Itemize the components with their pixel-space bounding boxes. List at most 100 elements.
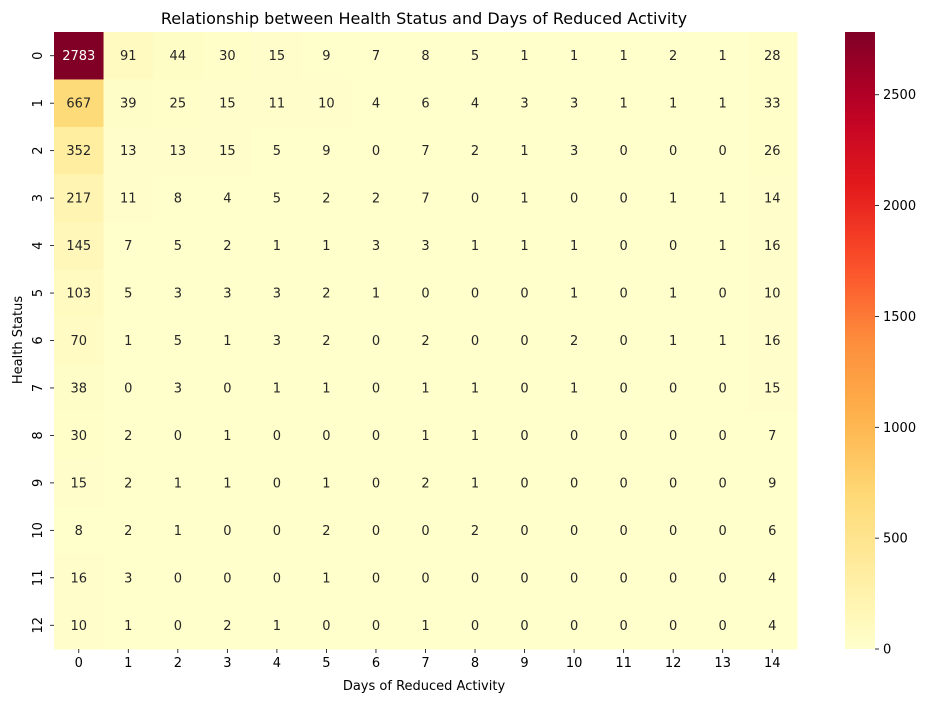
y-tick-label: 12: [31, 617, 46, 634]
cell-value-label: 1: [520, 49, 528, 64]
cell-value-label: 14: [764, 192, 781, 207]
y-tick-label: 1: [31, 99, 46, 107]
cell-value-label: 0: [570, 524, 578, 539]
cell-value-label: 0: [669, 381, 677, 396]
cell-value-label: 2783: [62, 49, 95, 64]
heatmap-cell: [252, 174, 303, 223]
cell-value-label: 7: [768, 429, 776, 444]
cell-value-label: 28: [764, 49, 781, 64]
heatmap-cell: [450, 79, 501, 128]
cell-value-label: 1: [520, 144, 528, 159]
heatmap-cell: [747, 32, 798, 80]
cell-value-label: 0: [619, 619, 627, 634]
heatmap-cell: [598, 459, 649, 508]
heatmap-cell: [499, 601, 550, 650]
heatmap-cell: [202, 316, 253, 365]
heatmap-cell: [747, 126, 798, 175]
heatmap-cell: [747, 221, 798, 270]
y-tick-label: 5: [31, 289, 46, 297]
cell-value-label: 0: [372, 619, 380, 634]
heatmap-cell: [153, 316, 204, 365]
cell-value-label: 0: [520, 571, 528, 586]
cell-value-label: 0: [520, 476, 528, 491]
cell-value-label: 1: [619, 49, 627, 64]
cell-value-label: 0: [570, 571, 578, 586]
x-tick-label: 4: [273, 656, 281, 671]
heatmap-cell: [54, 269, 105, 318]
cell-value-label: 3: [273, 287, 281, 302]
heatmap-cell: [400, 459, 451, 508]
cell-value-label: 70: [70, 334, 87, 349]
heatmap-cell: [153, 506, 204, 555]
cell-value-label: 38: [70, 381, 87, 396]
cell-value-label: 15: [219, 97, 236, 112]
cell-value-label: 0: [719, 476, 727, 491]
cell-value-label: 0: [669, 144, 677, 159]
heatmap-cell: [400, 554, 451, 603]
heatmap-cell: [697, 79, 748, 128]
cell-value-label: 0: [619, 524, 627, 539]
heatmap-cell: [153, 269, 204, 318]
cell-value-label: 3: [124, 571, 132, 586]
heatmap-cell: [400, 316, 451, 365]
x-tick-label: 5: [322, 656, 330, 671]
cell-value-label: 352: [66, 144, 91, 159]
cell-value-label: 0: [273, 429, 281, 444]
cell-value-label: 2: [421, 334, 429, 349]
cell-value-label: 3: [421, 239, 429, 254]
heatmap-cell: [153, 411, 204, 460]
heatmap-cell: [450, 316, 501, 365]
heatmap-cell: [252, 126, 303, 175]
cell-value-label: 2: [124, 429, 132, 444]
heatmap-cell: [301, 411, 352, 460]
cell-value-label: 0: [719, 429, 727, 444]
heatmap-cell: [549, 174, 600, 223]
cell-value-label: 0: [372, 429, 380, 444]
cell-value-label: 0: [322, 619, 330, 634]
cell-value-label: 0: [669, 476, 677, 491]
heatmap-cell: [747, 364, 798, 413]
heatmap-cell: [301, 174, 352, 223]
cell-value-label: 3: [570, 97, 578, 112]
cell-value-label: 1: [471, 381, 479, 396]
cell-value-label: 0: [223, 571, 231, 586]
cell-value-label: 6: [768, 524, 776, 539]
heatmap-cell: [54, 506, 105, 555]
heatmap-cell: [351, 601, 402, 650]
heatmap-cell: [499, 174, 550, 223]
cell-value-label: 0: [619, 476, 627, 491]
heatmap-cell: [450, 32, 501, 80]
cell-value-label: 3: [174, 381, 182, 396]
cell-value-label: 5: [174, 334, 182, 349]
heatmap-cell: [202, 364, 253, 413]
heatmap-cell: [747, 411, 798, 460]
heatmap-cell: [549, 32, 600, 80]
colorbar: [845, 32, 875, 649]
heatmap-cell: [252, 32, 303, 80]
heatmap-cell: [598, 174, 649, 223]
cell-value-label: 1: [471, 239, 479, 254]
heatmap-cell: [648, 554, 699, 603]
cell-value-label: 0: [619, 144, 627, 159]
heatmap-cell: [400, 269, 451, 318]
heatmap-cell: [54, 126, 105, 175]
x-tick-label: 3: [223, 656, 231, 671]
heatmap-cell: [252, 364, 303, 413]
cell-value-label: 3: [570, 144, 578, 159]
x-tick-label: 8: [471, 656, 479, 671]
cell-value-label: 1: [322, 571, 330, 586]
x-tick-label: 9: [520, 656, 528, 671]
cell-value-label: 0: [719, 524, 727, 539]
heatmap-cell: [499, 459, 550, 508]
cell-value-label: 1: [421, 619, 429, 634]
cell-value-label: 7: [372, 49, 380, 64]
cell-value-label: 1: [719, 97, 727, 112]
cell-value-label: 5: [471, 49, 479, 64]
cell-value-label: 0: [372, 144, 380, 159]
x-tick-label: 1: [124, 656, 132, 671]
cell-value-label: 1: [273, 381, 281, 396]
heatmap-cell: [54, 459, 105, 508]
heatmap-cell: [252, 316, 303, 365]
heatmap-cell: [549, 506, 600, 555]
cell-value-label: 1: [719, 239, 727, 254]
